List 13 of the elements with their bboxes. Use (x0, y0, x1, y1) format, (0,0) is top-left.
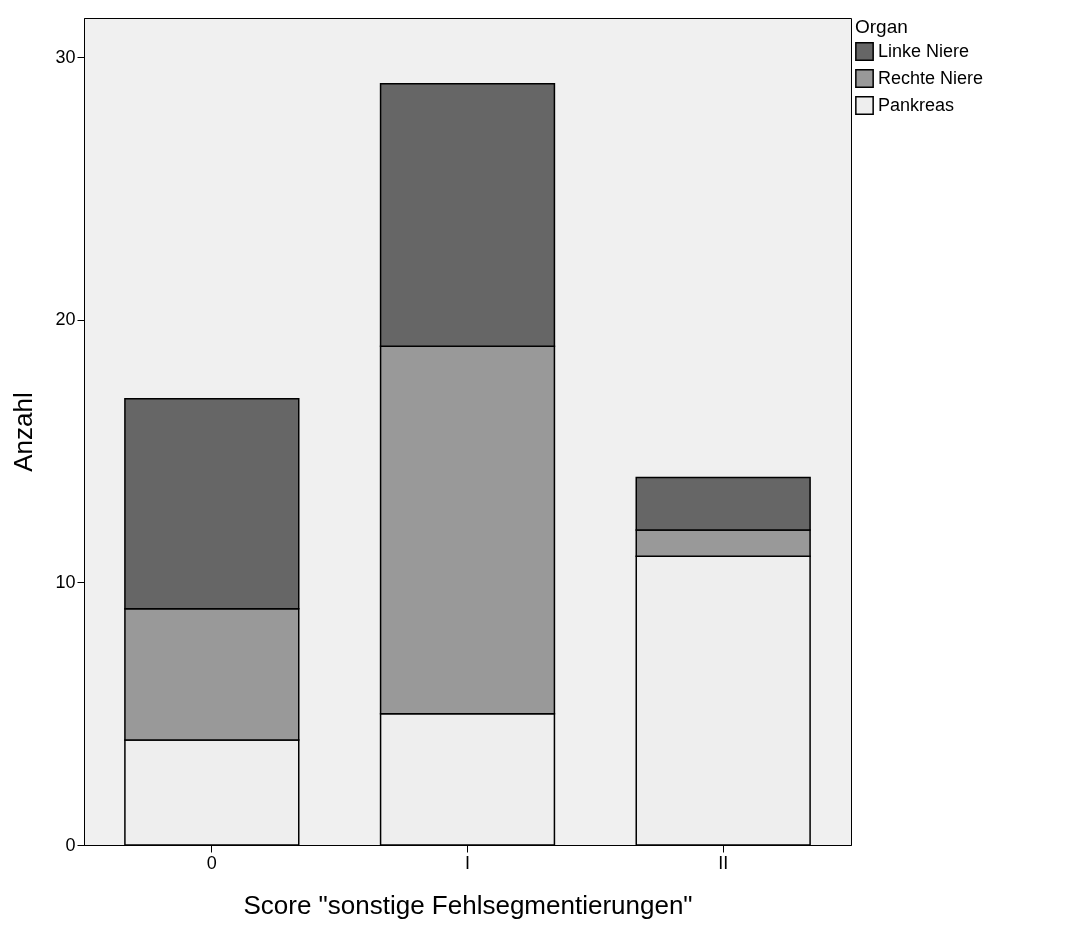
y-tick-label: 20 (55, 309, 76, 330)
x-axis-title: Score "sonstige Fehlsegmentierungen" (243, 889, 693, 920)
x-tick-label: II (718, 852, 729, 873)
legend-title: Organ (855, 16, 908, 37)
legend-label: Rechte Niere (878, 67, 984, 88)
x-tick-label: I (464, 852, 471, 873)
y-tick-label: 10 (55, 571, 76, 592)
y-axis-title: Anzahl (8, 392, 39, 472)
y-tick-label: 0 (65, 834, 76, 855)
legend-label: Pankreas (878, 94, 955, 115)
y-tick-label: 30 (55, 46, 76, 67)
legend-label: Linke Niere (878, 40, 970, 61)
x-tick-label: 0 (206, 852, 217, 873)
